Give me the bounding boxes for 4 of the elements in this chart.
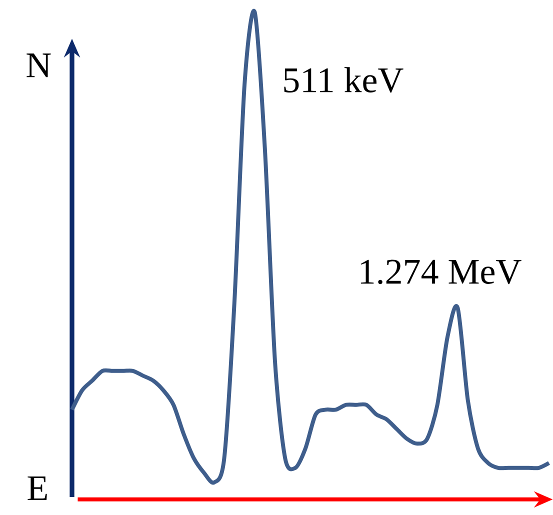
annotation: 511 keV — [284, 67, 404, 93]
x-axis-title: E — [28, 476, 47, 500]
y-axis-title: N — [26, 54, 51, 78]
annotation: 1.274 MeV — [360, 260, 522, 284]
